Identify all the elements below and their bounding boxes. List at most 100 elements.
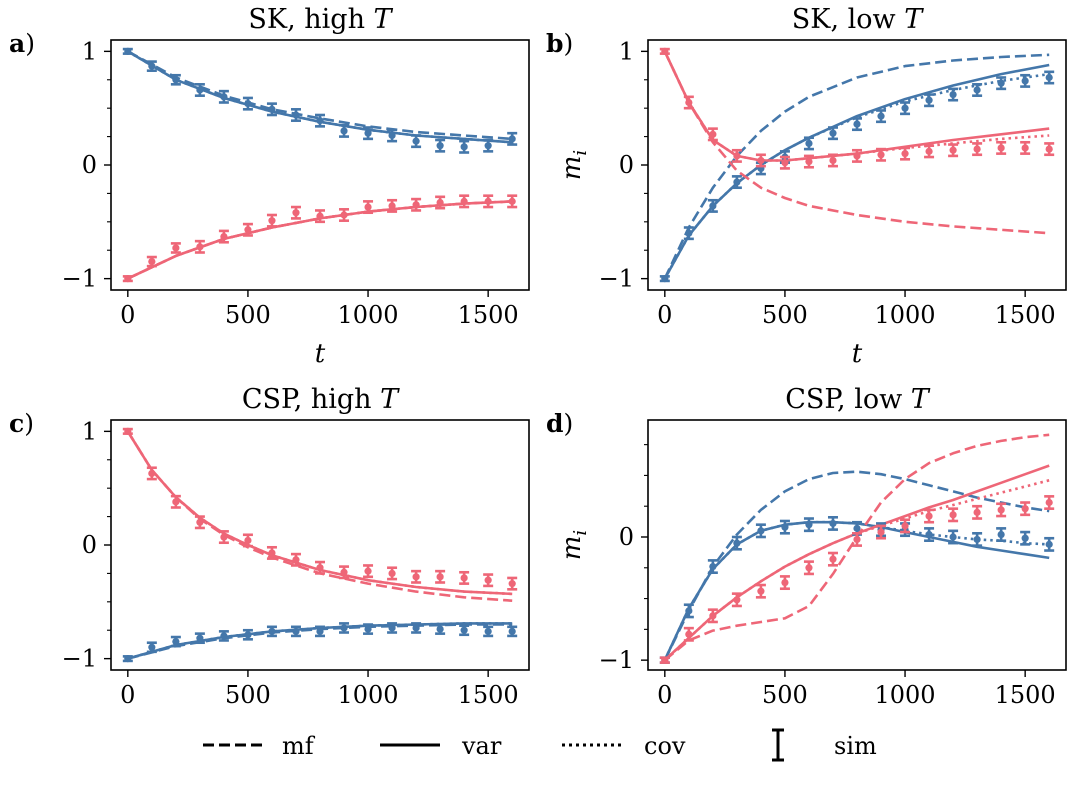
legend-mf-label: mf [282,732,316,760]
panel-letter: d) [546,409,573,438]
sim-point [805,157,813,166]
sim-point [244,631,252,639]
x-tick-label: 0 [657,681,672,709]
sim-point [661,47,669,55]
y-tick-label: 1 [82,37,97,65]
panel-letter-bold: b [546,29,563,58]
sim-point [460,197,468,205]
sim-point [268,217,276,225]
sim-point [757,156,765,165]
y-tick-label: −1 [599,265,634,293]
sim-point [484,627,492,635]
sim-point [220,632,228,640]
sim-point [805,139,813,148]
sim-point [997,530,1005,539]
y-axis-label: mi [557,530,591,560]
sim-point [244,226,252,234]
sim-point [1021,534,1029,542]
sim-point [1021,77,1029,85]
x-tick-label: 500 [762,681,808,709]
x-tick-label: 1500 [995,301,1056,329]
sim-point [196,243,204,251]
x-tick-label: 1000 [338,301,399,329]
sim-point [412,573,420,581]
cov-line-blue [663,72,1050,280]
sim-point [220,93,228,101]
x-tick-label: 500 [762,301,808,329]
sim-point [196,518,204,526]
x-tick-label: 500 [225,681,271,709]
sim-point [925,147,933,155]
x-tick-label: 0 [120,681,135,709]
sim-point [388,202,396,210]
panel-title: CSP, low T [785,384,931,415]
x-tick-label: 1000 [875,301,936,329]
y-axis-label: mi [557,150,591,180]
y-tick-label: 0 [82,531,97,559]
sim-point [997,144,1005,152]
legend-sim-label: sim [834,732,877,760]
sim-point [388,569,396,578]
x-tick-label: 0 [120,301,135,329]
sim-point [172,637,180,646]
sim-point [901,150,909,158]
mf-line-red [126,430,513,602]
sim-point [508,135,516,143]
y-tick-label: −1 [599,646,634,674]
legend: mf var cov sim [203,728,877,762]
y-tick-label: 1 [619,37,634,65]
mf-line-blue [127,50,513,141]
sim-point [244,536,252,545]
sim-point [829,555,837,563]
sim-point [853,524,861,532]
sim-point [853,120,861,128]
sim-point [364,567,372,575]
sim-point [997,79,1005,87]
sim-point [148,643,156,651]
cov-line-red [663,50,1050,162]
sim-point [412,137,420,145]
sim-point [244,100,252,108]
panel-letter-paren: ) [24,409,34,438]
panel-letter-bold: d [546,409,563,438]
sim-point [709,612,717,620]
sim-point [973,145,981,153]
sim-point [853,152,861,160]
sim-point [148,257,156,266]
cov-line-blue [127,50,513,144]
sim-point [412,201,420,209]
panel-title-text: CSP, low [785,384,911,415]
sim-point [733,539,741,547]
sim-point [508,197,516,205]
sim-point [292,627,300,635]
sim-series-red [122,427,518,591]
sim-point [829,156,837,165]
sim-point [1045,540,1053,548]
legend-var-label: var [461,732,502,760]
sim-point [733,178,741,186]
sim-point [316,117,324,125]
y-tick-label: 0 [619,151,634,179]
panel-letter-bold: c [9,409,24,438]
sim-point [997,506,1005,514]
sim-point [124,47,132,55]
sim-point [124,655,132,663]
legend-cov-label: cov [644,732,686,760]
panel-title-text: CSP, high [242,384,380,415]
sim-point [877,112,885,120]
sim-series-red [122,194,518,283]
sim-point [661,275,669,283]
var-line-red [663,50,1050,162]
sim-point [364,203,372,211]
sim-point [292,556,300,564]
sim-point [949,90,957,99]
x-axis-label: t [852,339,863,369]
panel-title: SK, low T [792,4,924,35]
sim-point [925,530,933,539]
sim-point [1021,144,1029,152]
sim-point [709,130,717,138]
sim-point [436,573,444,581]
sim-point [220,232,228,241]
sim-series-blue [122,622,518,663]
